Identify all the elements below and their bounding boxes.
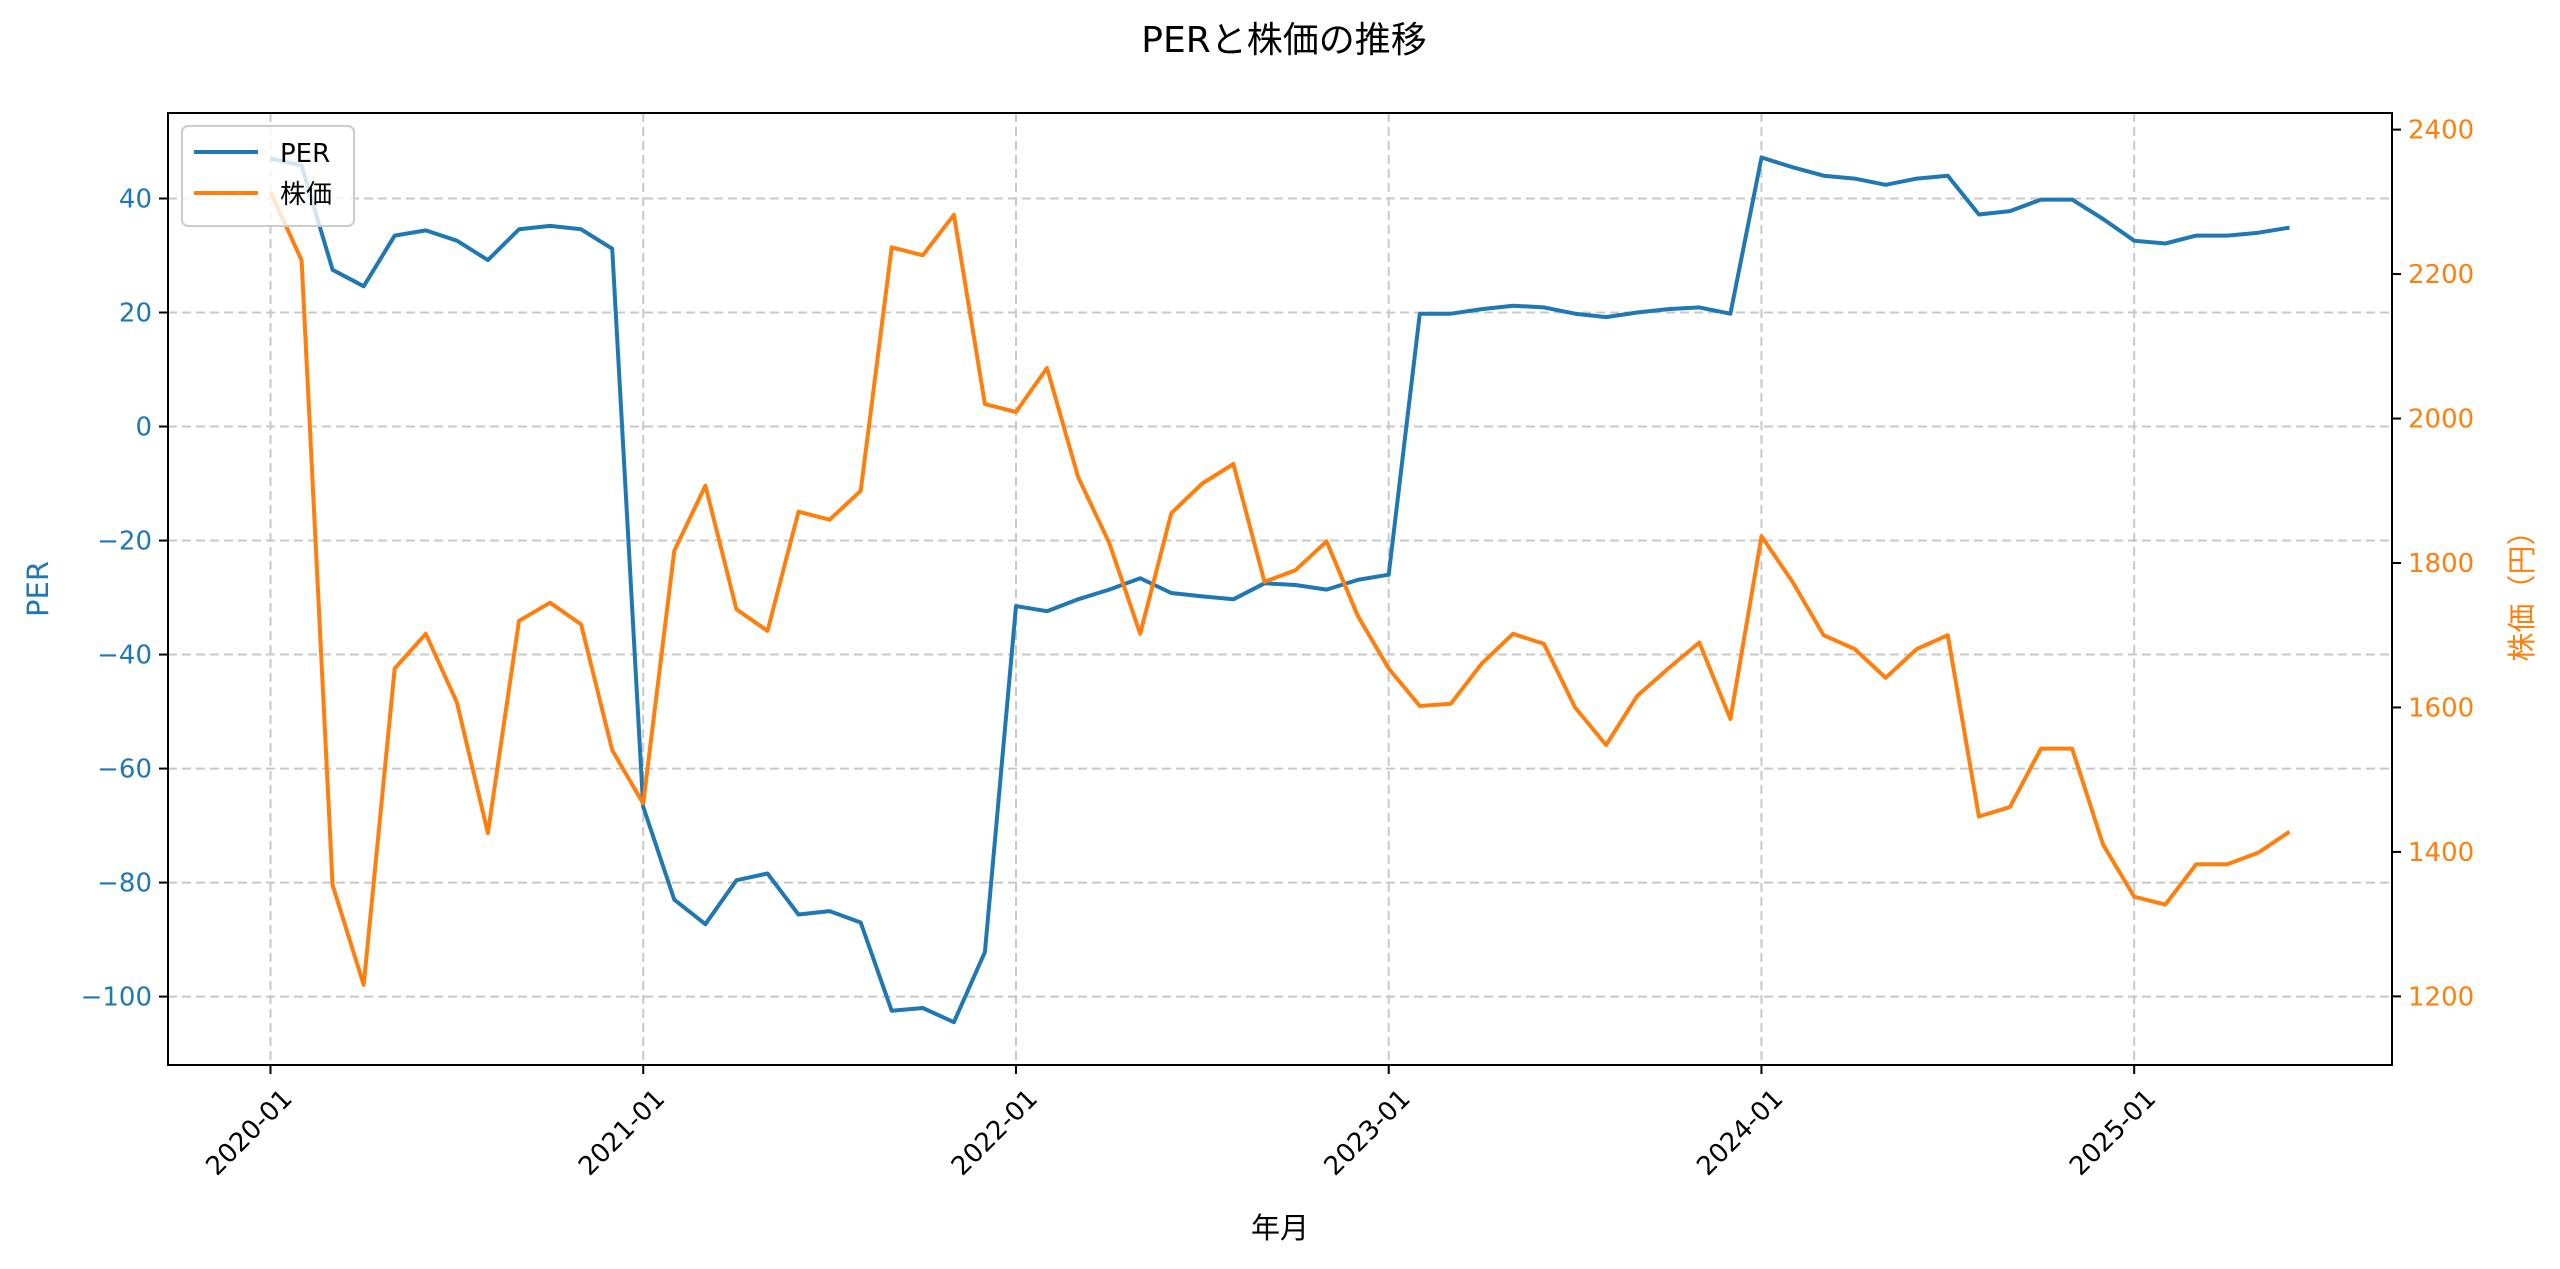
x-tick-label: 2024-01 xyxy=(1691,1084,1789,1182)
legend: PER 株価 xyxy=(181,125,355,227)
series-lines xyxy=(268,155,2291,1025)
x-tick-label: 2020-01 xyxy=(200,1084,298,1182)
y-right-tick-label: 2200 xyxy=(2408,260,2474,290)
y-left-tick-label: 0 xyxy=(135,413,152,443)
grid xyxy=(168,113,2392,1065)
y-right-tick-label: 1200 xyxy=(2408,982,2474,1012)
price-line xyxy=(268,190,2291,987)
x-tick-label: 2021-01 xyxy=(573,1084,671,1182)
x-tick-label: 2023-01 xyxy=(1319,1084,1417,1182)
y-right-tick-label: 1400 xyxy=(2408,838,2474,868)
y-right-tick-label: 2000 xyxy=(2408,405,2474,435)
x-tick-label: 2025-01 xyxy=(2064,1084,2162,1182)
x-tick-label: 2022-01 xyxy=(946,1084,1044,1182)
axes: 2020-01 2021-01 2022-01 2023-01 2024-01 2025-… xyxy=(81,116,2475,1182)
chart-title: PERと株価の推移 xyxy=(1141,20,1426,61)
y-left-tick-label: 40 xyxy=(119,185,152,215)
y-left-tick-label: −80 xyxy=(97,869,152,899)
y-right-tick-label: 1800 xyxy=(2408,549,2474,579)
y-right-axis-label: 株価（円） xyxy=(2505,516,2539,661)
y-left-tick-label: 20 xyxy=(119,299,152,329)
y-left-tick-label: −100 xyxy=(81,983,152,1013)
y-left-axis-label: PER xyxy=(21,561,55,617)
legend-label-price: 株価 xyxy=(280,180,332,210)
y-left-tick-label: −60 xyxy=(97,755,152,785)
legend-label-per: PER xyxy=(280,139,330,169)
x-axis-label: 年月 xyxy=(1251,1211,1309,1245)
y-left-tick-label: −40 xyxy=(97,641,152,671)
per-line xyxy=(270,155,2290,1025)
y-right-tick-label: 1600 xyxy=(2408,693,2474,723)
plot-frame xyxy=(167,112,2393,1066)
y-right-tick-label: 2400 xyxy=(2408,116,2474,146)
y-left-tick-label: −20 xyxy=(97,527,152,557)
